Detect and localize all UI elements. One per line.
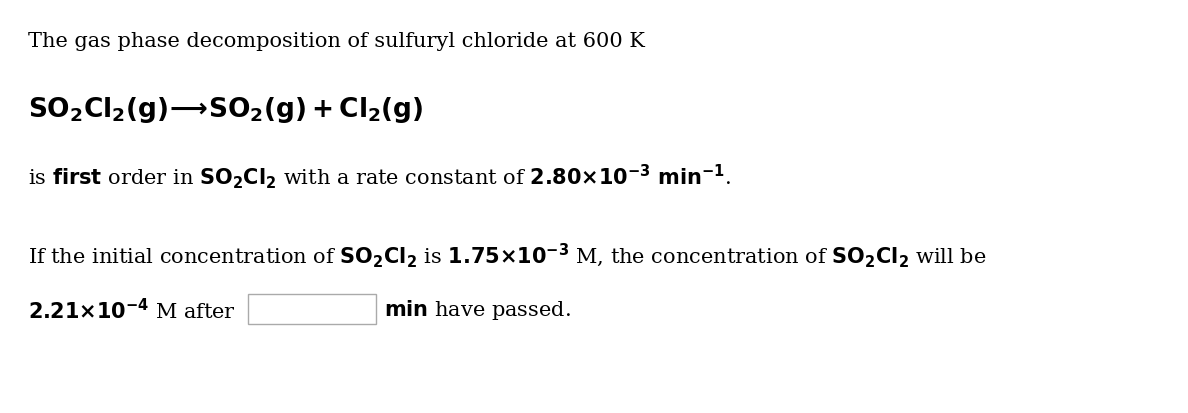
Bar: [248, 294, 375, 324]
Text: $\mathbf{2.21{\times}10^{-4}}$ M after: $\mathbf{2.21{\times}10^{-4}}$ M after: [29, 297, 236, 323]
Text: If the initial concentration of $\mathbf{SO_2Cl_2}$ is $\mathbf{1.75{\times}10^{: If the initial concentration of $\mathbf…: [29, 242, 986, 270]
Text: The gas phase decomposition of sulfuryl chloride at 600 K: The gas phase decomposition of sulfuryl …: [29, 32, 645, 51]
Text: is $\mathbf{first}$ order in $\mathbf{SO_2Cl_2}$ with a rate constant of $\mathb: is $\mathbf{first}$ order in $\mathbf{SO…: [29, 161, 731, 190]
Text: $\mathbf{min}$ have passed.: $\mathbf{min}$ have passed.: [384, 297, 570, 321]
Text: $\mathbf{SO_2Cl_2(g)}\!\mathbf{{\longrightarrow}\!SO_2(g) + Cl_2(g)}$: $\mathbf{SO_2Cl_2(g)}\!\mathbf{{\longrig…: [29, 95, 424, 125]
